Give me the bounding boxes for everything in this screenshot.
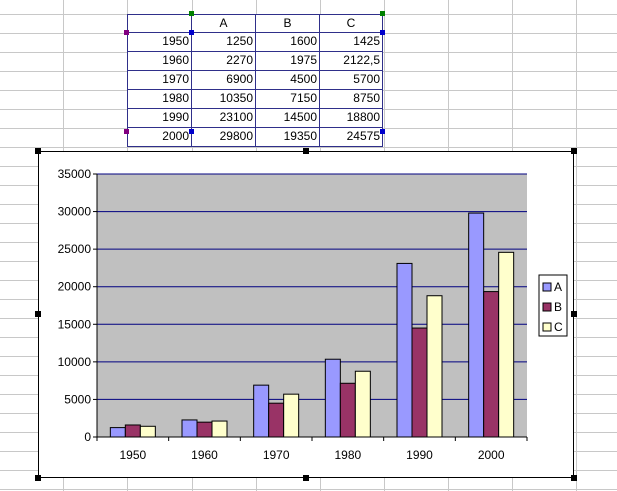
cell-b[interactable]: 19350 [256,128,320,147]
bar-c-1960[interactable] [211,420,228,438]
x-tick-label: 1960 [191,448,218,462]
legend-swatch-a [542,282,552,292]
cell-b[interactable]: 4500 [256,71,320,90]
y-tick-label: 25000 [58,242,92,256]
year-cell[interactable]: 1970 [127,71,192,90]
year-cell[interactable]: 1960 [127,52,192,71]
year-cell[interactable]: 1990 [127,109,192,128]
header-cell-b[interactable]: B [256,14,320,33]
cell-c[interactable]: 18800 [320,109,383,128]
cell-a[interactable]: 6900 [192,71,256,90]
cell-b[interactable]: 7150 [256,90,320,109]
chart-object[interactable]: 0 5000 10000 15000 20000 25000 30000 35000 1950 1… [38,151,574,478]
range-handle-purple-top[interactable] [124,30,129,35]
y-tick-label: 0 [84,430,91,444]
bar-c-1990[interactable] [426,295,443,438]
x-tick-label: 1980 [334,448,361,462]
bar-a-2000[interactable] [468,212,485,438]
header-cell-a[interactable]: A [192,14,256,33]
gridline-row [0,147,617,148]
corner-cell[interactable] [127,14,192,33]
chart-handle-top-right[interactable] [571,148,577,154]
chart-handle-top-left[interactable] [35,148,41,154]
bar-a-1970[interactable] [253,384,270,438]
legend[interactable]: ABC [538,274,568,337]
year-cell[interactable]: 1950 [127,33,192,52]
range-handle-blue-bottom-right[interactable] [380,129,385,134]
cell-c[interactable]: 5700 [320,71,383,90]
chart-handle-bottom-middle[interactable] [303,475,309,481]
chart-handle-top-middle[interactable] [303,148,309,154]
bar-b-1960[interactable] [196,421,213,438]
cell-b[interactable]: 1600 [256,33,320,52]
cell-c[interactable]: 24575 [320,128,383,147]
cell-a[interactable]: 2270 [192,52,256,71]
bar-b-1980[interactable] [339,382,356,438]
bar-b-1970[interactable] [268,402,285,438]
bar-a-1980[interactable] [324,358,341,438]
gridline-column [576,0,577,491]
bar-c-2000[interactable] [498,251,515,438]
range-handle-purple-bottom[interactable] [124,129,129,134]
year-cell[interactable]: 2000 [127,128,192,147]
cell-b[interactable]: 1975 [256,52,320,71]
header-cell-c[interactable]: C [320,14,383,33]
legend-swatch-c [542,322,552,332]
bar-c-1950[interactable] [139,425,156,438]
cell-a[interactable]: 23100 [192,109,256,128]
range-handle-green-right[interactable] [380,11,385,16]
cell-a[interactable]: 10350 [192,90,256,109]
bar-b-1950[interactable] [124,424,141,438]
range-handle-blue-top-left[interactable] [189,30,194,35]
chart-handle-bottom-right[interactable] [571,475,577,481]
cell-c[interactable]: 1425 [320,33,383,52]
plot-area[interactable] [97,174,527,437]
x-tick-label: 1950 [119,448,146,462]
x-tick-label: 1990 [406,448,433,462]
range-handle-blue-top-right[interactable] [380,30,385,35]
year-cell[interactable]: 1980 [127,90,192,109]
bar-a-1950[interactable] [109,427,126,438]
bar-b-1990[interactable] [411,327,428,438]
cell-b[interactable]: 14500 [256,109,320,128]
chart-handle-middle-right[interactable] [571,311,577,317]
chart-handle-bottom-left[interactable] [35,475,41,481]
gridline-row [0,489,617,490]
y-tick-label: 10000 [58,355,92,369]
range-handle-green-left[interactable] [189,11,194,16]
bar-a-1960[interactable] [181,419,198,438]
x-tick-label: 1970 [263,448,290,462]
cell-a[interactable]: 1250 [192,33,256,52]
cell-a[interactable]: 29800 [192,128,256,147]
bar-c-1980[interactable] [354,370,371,438]
cell-c[interactable]: 2122,5 [320,52,383,71]
y-tick-label: 30000 [58,205,92,219]
y-tick-label: 5000 [64,392,91,406]
legend-label-b: B [554,300,562,314]
column-chart: 0 5000 10000 15000 20000 25000 30000 35000 1950 1… [58,167,568,462]
legend-swatch-b [542,302,552,312]
range-handle-blue-bottom-left[interactable] [189,129,194,134]
y-tick-label: 15000 [58,317,92,331]
bar-c-1970[interactable] [283,393,300,438]
bar-b-2000[interactable] [483,291,500,438]
chart-handle-middle-left[interactable] [35,311,41,317]
legend-label-a: A [554,280,562,294]
y-tick-label: 35000 [58,167,92,181]
bar-a-1990[interactable] [396,262,413,438]
x-tick-label: 2000 [478,448,505,462]
legend-label-c: C [554,320,563,334]
y-tick-label: 20000 [58,280,92,294]
cell-c[interactable]: 8750 [320,90,383,109]
